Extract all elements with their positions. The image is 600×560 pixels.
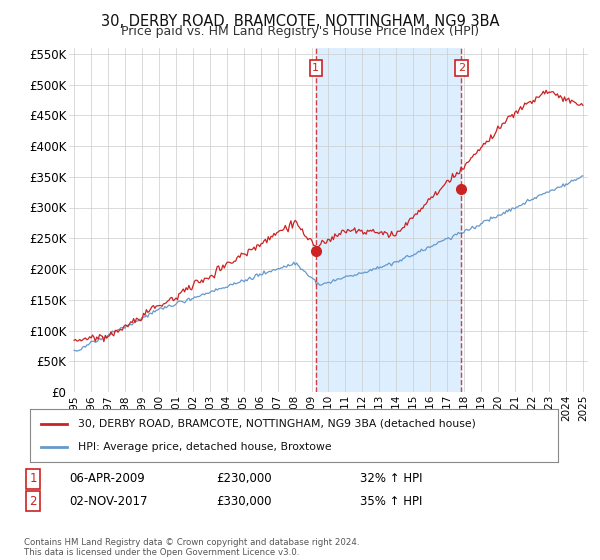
Text: 02-NOV-2017: 02-NOV-2017 <box>69 494 148 508</box>
Text: 1: 1 <box>29 472 37 486</box>
Text: £230,000: £230,000 <box>216 472 272 486</box>
Text: £330,000: £330,000 <box>216 494 271 508</box>
Text: HPI: Average price, detached house, Broxtowe: HPI: Average price, detached house, Brox… <box>77 442 331 452</box>
Text: 06-APR-2009: 06-APR-2009 <box>69 472 145 486</box>
Text: 35% ↑ HPI: 35% ↑ HPI <box>360 494 422 508</box>
Text: 30, DERBY ROAD, BRAMCOTE, NOTTINGHAM, NG9 3BA (detached house): 30, DERBY ROAD, BRAMCOTE, NOTTINGHAM, NG… <box>77 419 475 429</box>
Bar <box>316 48 461 392</box>
Text: Contains HM Land Registry data © Crown copyright and database right 2024.
This d: Contains HM Land Registry data © Crown c… <box>24 538 359 557</box>
Text: 1: 1 <box>312 63 319 73</box>
Text: 2: 2 <box>29 494 37 508</box>
Text: 2: 2 <box>458 63 465 73</box>
Text: 30, DERBY ROAD, BRAMCOTE, NOTTINGHAM, NG9 3BA: 30, DERBY ROAD, BRAMCOTE, NOTTINGHAM, NG… <box>101 14 499 29</box>
Text: Price paid vs. HM Land Registry's House Price Index (HPI): Price paid vs. HM Land Registry's House … <box>121 25 479 38</box>
Text: 32% ↑ HPI: 32% ↑ HPI <box>360 472 422 486</box>
